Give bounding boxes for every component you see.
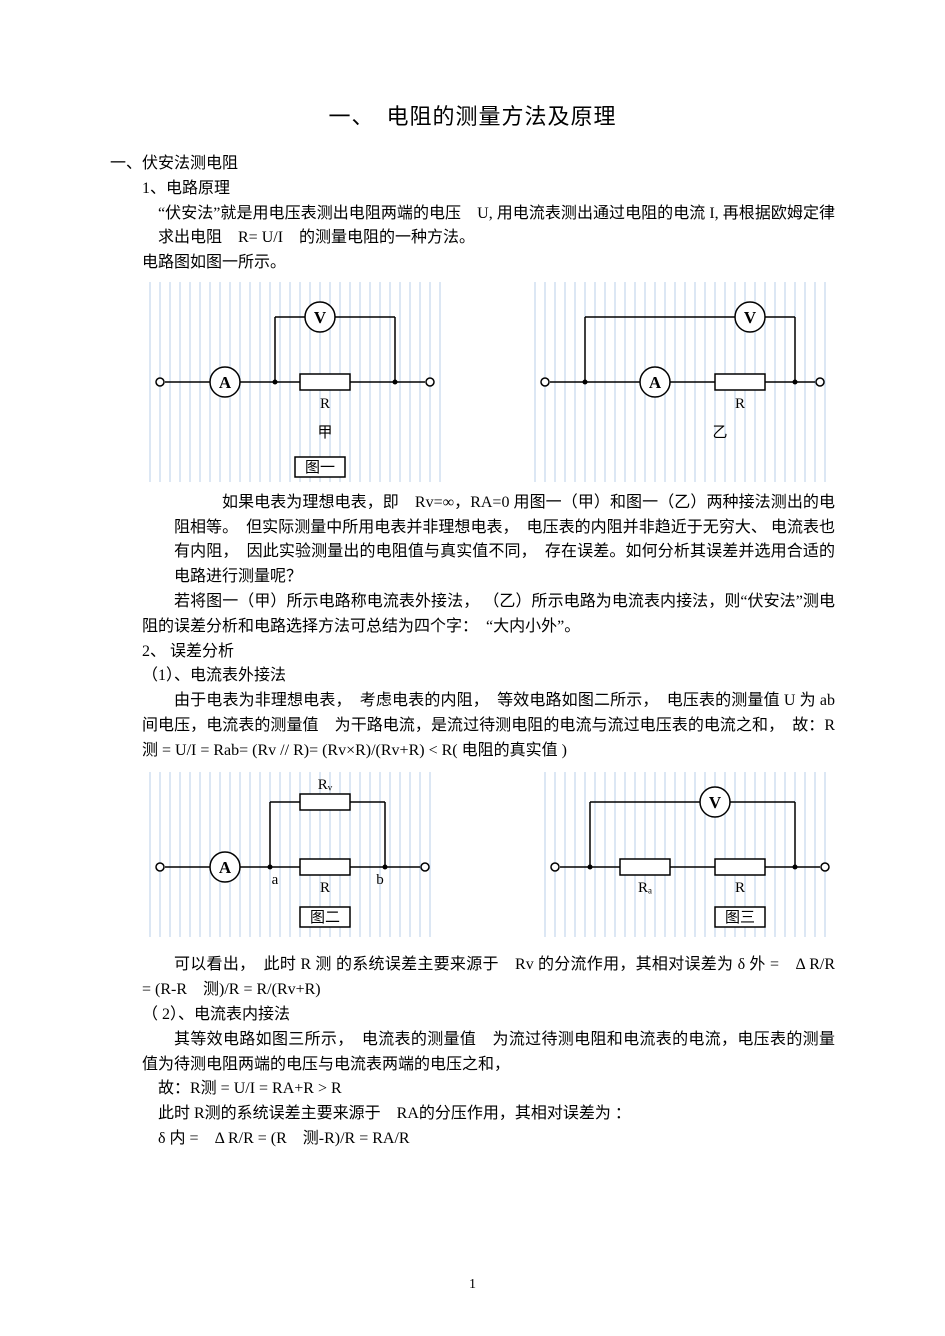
figure-3: V Rₐ R 图三 [535,772,835,946]
resistor-label: R [320,880,330,896]
ammeter-label: A [649,373,662,392]
node-b-label: b [376,872,384,888]
node-a-label: a [272,872,279,888]
ammeter-label: A [219,858,232,877]
ammeter-label: A [219,373,232,392]
para-5: 可以看出， 此时 R 测 的系统误差主要来源于 Rv 的分流作用，其相对误差为 … [110,953,835,1003]
circuit-diagram-3: V Rₐ R 图三 [535,772,835,937]
resistor-label: R [735,396,745,412]
circuit-diagram-jia: V A R 甲 图一 [140,282,450,482]
resistor-label: R [320,396,330,412]
main-title: 一、 电阻的测量方法及原理 [110,100,835,134]
para-6: 其等效电路如图三所示， 电流表的测量值 为流过待测电阻和电流表的电流，电压表的测… [110,1028,835,1078]
para-9: δ 内 = Δ R/R = (R 测-R)/R = RA/R [110,1127,835,1152]
document-page: 一、 电阻的测量方法及原理 一、伏安法测电阻 1、电路原理 “伏安法”就是用电压… [0,0,945,1336]
circuit-diagram-yi: V A R 乙 [525,282,835,482]
figure-1: V A R 甲 图一 [140,282,835,491]
resistor-label: R [735,880,745,896]
figure-1-right: V A R 乙 [525,282,835,491]
figure-1-left: V A R 甲 图一 [140,282,450,491]
section-1-2-1-heading: （1）、电流表外接法 [110,664,835,689]
para-intro-a: “伏安法”就是用电压表测出电阻两端的电压 U, 用电流表测出通过电阻的电流 I,… [110,202,835,252]
fig3-caption: 图三 [725,909,755,926]
voltmeter-label: V [744,308,757,327]
figure-2-3-row: Rᵥ A R a b 图二 [140,772,835,946]
voltmeter-label: V [709,793,722,812]
voltmeter-label: V [314,308,327,327]
fig1-caption: 图一 [305,459,335,476]
section-1-1-heading: 1、电路原理 [110,177,835,202]
figure-2: Rᵥ A R a b 图二 [140,772,440,946]
para-8: 此时 R测的系统误差主要来源于 RA的分压作用，其相对误差为 ： [110,1102,835,1127]
fig2-caption: 图二 [310,909,340,926]
para-7: 故：R测 = U/I = RA+R > R [110,1077,835,1102]
page-number: 1 [0,1274,945,1296]
para-intro-b: 电路图如图一所示。 [110,251,835,276]
para-4: 由于电表为非理想电表， 考虑电表的内阻， 等效电路如图二所示， 电压表的测量值 … [110,689,835,763]
para-3: 若将图一（甲）所示电路称电流表外接法， （乙）所示电路为电流表内接法，则“伏安法… [110,590,835,640]
circuit-diagram-2: Rᵥ A R a b 图二 [140,772,440,937]
section-1-2-heading: 2、 误差分析 [110,640,835,665]
fig1-right-caption: 乙 [712,425,727,441]
rv-label: Rᵥ [318,777,333,793]
section-1-heading: 一、伏安法测电阻 [110,152,835,177]
ra-label: Rₐ [638,880,652,896]
para-2: 如果电表为理想电表，即 Rv=∞，RA=0 用图一（甲）和图一（乙）两种接法测出… [110,491,835,590]
fig1-left-caption: 甲 [317,425,332,441]
section-1-2-2-heading: （ 2）、电流表内接法 [110,1003,835,1028]
